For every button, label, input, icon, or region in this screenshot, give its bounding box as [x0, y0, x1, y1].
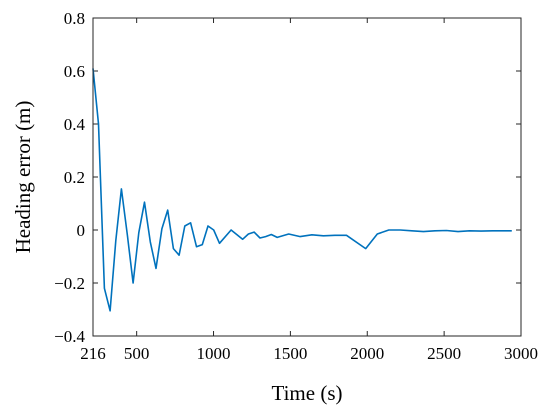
x-tick-label: 500	[124, 344, 150, 363]
x-tick-label: 1500	[273, 344, 307, 363]
y-axis-label: Heading error (m)	[11, 101, 35, 254]
y-axis-ticks: −0.4 −0.2 0 0.2 0.4 0.6 0.8	[54, 9, 521, 346]
x-axis-label: Time (s)	[272, 381, 343, 405]
y-tick-label: 0.4	[64, 115, 86, 134]
y-tick-label: 0	[77, 221, 86, 240]
y-tick-label: −0.2	[54, 274, 85, 293]
x-axis-ticks: 216 500 1000 1500 2000 2500 3000	[80, 18, 538, 363]
x-tick-label: 1000	[197, 344, 231, 363]
y-tick-label: −0.4	[54, 327, 85, 346]
y-tick-label: 0.6	[64, 62, 85, 81]
series-line	[92, 68, 512, 312]
y-tick-label: 0.2	[64, 168, 85, 187]
x-tick-label: 216	[80, 344, 106, 363]
plot-frame	[92, 17, 522, 337]
x-tick-label: 3000	[504, 344, 538, 363]
x-tick-label: 2500	[427, 344, 461, 363]
y-tick-label: 0.8	[64, 9, 85, 28]
x-tick-label: 2000	[350, 344, 384, 363]
